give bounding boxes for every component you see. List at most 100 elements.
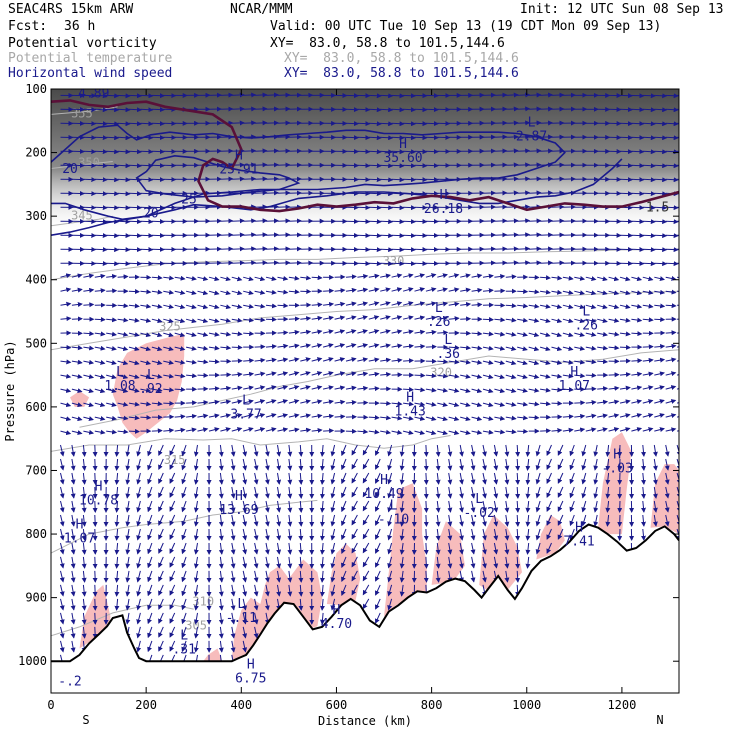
- wind-vector: [494, 176, 508, 182]
- wind-vector: [151, 275, 163, 281]
- wind-vector: [59, 612, 65, 625]
- theta-contour-label: 305: [185, 618, 207, 632]
- forecast-label: Fcst:: [8, 19, 48, 34]
- wind-vector: [345, 357, 357, 363]
- wind-vector: [665, 107, 679, 113]
- wind-vector: [193, 570, 199, 583]
- wind-vector: [391, 93, 405, 99]
- wind-vector: [277, 190, 291, 196]
- wind-vector: [654, 317, 666, 322]
- wind-vector: [448, 416, 460, 422]
- wind-vector: [362, 542, 370, 554]
- wind-vector: [71, 316, 83, 322]
- wind-vector: [380, 415, 392, 421]
- wind-vector: [357, 343, 369, 349]
- wind-vector: [494, 402, 506, 407]
- wind-vector: [654, 135, 668, 141]
- wind-vector: [197, 400, 209, 405]
- wind-vector: [319, 472, 325, 485]
- wind-vector: [181, 640, 187, 653]
- wind-vector: [125, 612, 131, 625]
- wind-vector: [351, 542, 358, 554]
- wind-vector: [94, 388, 106, 394]
- theta-contour: [51, 290, 679, 351]
- wind-vector: [652, 514, 658, 527]
- wind-vector: [447, 444, 453, 457]
- wind-vector: [540, 134, 554, 140]
- wind-vector: [435, 556, 441, 569]
- wind-vector: [70, 640, 76, 653]
- wind-vector: [505, 218, 519, 224]
- wind-vector: [482, 288, 494, 294]
- wind-vector: [158, 542, 164, 554]
- wind-vector: [403, 358, 414, 364]
- wind-vector: [265, 92, 279, 98]
- wind-vector: [391, 287, 403, 293]
- wind-vector: [574, 345, 586, 351]
- plot-frame: [50, 88, 680, 694]
- wind-vector: [186, 359, 197, 365]
- wind-vector: [482, 570, 487, 583]
- wind-vector: [106, 191, 120, 197]
- wind-vector: [330, 472, 336, 485]
- wind-vector: [460, 359, 471, 365]
- wind-vector: [70, 542, 76, 555]
- theta-contour-label: 330: [383, 254, 405, 268]
- wind-vector: [264, 598, 270, 611]
- wind-vector: [505, 260, 519, 266]
- wind-vector: [608, 399, 620, 405]
- wind-vector: [641, 528, 646, 541]
- wind-vector: [60, 373, 72, 379]
- wind-vector: [665, 93, 679, 99]
- wind-vector: [557, 472, 564, 484]
- wind-vector: [551, 428, 563, 433]
- wind-vector: [641, 500, 646, 513]
- wind-vector: [402, 301, 414, 306]
- wind-vector: [319, 514, 325, 527]
- wind-vector: [540, 148, 554, 154]
- wind-vector: [218, 626, 224, 639]
- wind-vector: [368, 247, 382, 253]
- wind-vector: [515, 570, 521, 583]
- wind-vector: [402, 315, 414, 321]
- extremum-marker: H: [575, 521, 583, 536]
- wind-vector: [585, 318, 597, 324]
- wind-vector: [357, 315, 368, 321]
- wind-vector: [368, 121, 382, 127]
- wind-vector: [60, 316, 72, 322]
- wind-vector: [277, 289, 289, 295]
- wind-vector: [414, 401, 426, 407]
- wind-vector: [243, 148, 257, 154]
- wind-vector: [608, 427, 620, 432]
- wind-vector: [539, 303, 551, 309]
- wind-vector: [140, 149, 154, 155]
- wind-vector: [128, 107, 142, 113]
- wind-vector: [106, 177, 120, 183]
- wind-vector: [60, 287, 72, 293]
- wind-vector: [264, 500, 270, 513]
- wind-vector: [546, 500, 552, 513]
- wind-vector: [654, 121, 668, 127]
- wind-vector: [437, 359, 449, 365]
- wind-vector: [482, 317, 494, 322]
- wind-vector: [351, 486, 358, 498]
- wind-vector: [319, 458, 325, 471]
- wind-vector: [437, 416, 448, 422]
- wind-vector: [151, 107, 165, 113]
- wind-vector: [276, 500, 282, 513]
- wind-vector: [265, 246, 279, 252]
- wind-vector: [471, 331, 483, 337]
- stratosphere-shading: [51, 89, 679, 236]
- wind-vector: [128, 360, 140, 366]
- wind-vector: [391, 177, 405, 183]
- wind-vector: [414, 191, 428, 197]
- wind-vector: [368, 329, 380, 334]
- wind-vector: [665, 121, 679, 127]
- wind-vector: [403, 191, 416, 197]
- wind-vector: [220, 331, 232, 337]
- wind-vector: [494, 360, 506, 366]
- wind-vector: [208, 290, 220, 296]
- wind-vector: [311, 399, 323, 405]
- wind-vector: [515, 542, 521, 555]
